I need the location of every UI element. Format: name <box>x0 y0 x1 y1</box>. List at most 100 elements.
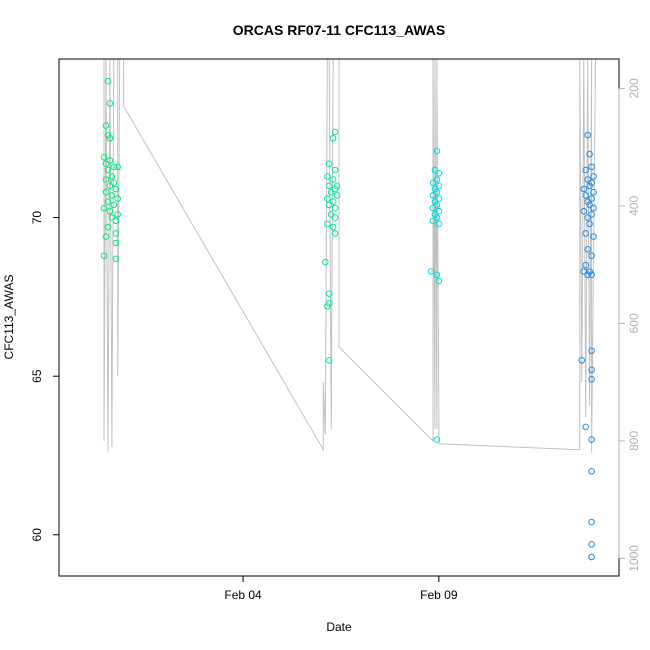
data-point-1-16 <box>331 214 339 221</box>
y2-tick-label-4: 1000 <box>627 545 641 572</box>
data-point-1-24 <box>325 357 333 364</box>
data-point-1-4 <box>324 173 331 180</box>
data-point-1-2 <box>325 160 333 167</box>
data-point-3-23 <box>582 261 590 269</box>
data-point-3-16 <box>588 211 595 218</box>
data-point-1-12 <box>329 198 337 205</box>
data-point-0-14 <box>106 182 114 190</box>
data-point-0-21 <box>100 204 108 212</box>
y-axis: 60 65 70 <box>30 211 59 542</box>
data-point-3-25 <box>580 268 588 275</box>
y-tick-label-2: 70 <box>30 211 44 225</box>
x-tick-label-1: Feb 09 <box>420 588 458 602</box>
data-point-0-6 <box>106 157 114 164</box>
data-point-2-0 <box>433 147 441 155</box>
data-point-1-8 <box>331 185 339 193</box>
data-point-3-31 <box>588 376 595 383</box>
data-point-2-19 <box>433 271 441 279</box>
data-point-0-27 <box>102 233 110 240</box>
data-point-2-11 <box>433 201 441 209</box>
data-point-2-2 <box>435 169 443 177</box>
data-point-1-13 <box>325 201 333 209</box>
data-point-2-21 <box>433 436 441 443</box>
data-point-0-30 <box>100 252 108 259</box>
data-point-3-10 <box>582 192 590 199</box>
data-point-1-3 <box>331 166 339 174</box>
data-point-1-11 <box>324 195 331 202</box>
data-point-2-12 <box>429 204 437 212</box>
data-point-1-0 <box>331 128 339 136</box>
data-point-2-1 <box>431 166 439 174</box>
data-point-0-2 <box>102 122 110 129</box>
data-point-3-14 <box>590 204 597 212</box>
data-point-1-10 <box>333 192 341 199</box>
data-point-1-19 <box>331 230 339 237</box>
data-point-2-8 <box>429 192 437 199</box>
data-point-0-17 <box>108 192 116 199</box>
data-point-0-4 <box>106 135 114 142</box>
data-point-3-26 <box>588 271 595 279</box>
data-point-3-33 <box>588 436 595 443</box>
data-point-3-34 <box>588 468 595 475</box>
data-point-0-9 <box>114 163 121 171</box>
data-point-1-20 <box>322 258 329 266</box>
y-tick-label-0: 60 <box>30 528 44 542</box>
data-point-1-21 <box>325 290 333 298</box>
data-point-0-5 <box>100 154 108 161</box>
data-point-2-17 <box>435 220 443 228</box>
data-point-2-9 <box>435 195 443 202</box>
data-point-2-4 <box>429 179 437 186</box>
data-point-2-15 <box>433 214 441 221</box>
data-point-3-4 <box>590 173 597 180</box>
data-point-3-37 <box>588 553 595 561</box>
data-point-0-7 <box>102 160 110 167</box>
y2-tick-label-1: 400 <box>627 196 641 216</box>
data-point-0-11 <box>108 173 116 180</box>
data-point-2-7 <box>433 188 441 196</box>
data-point-1-14 <box>331 204 339 212</box>
y2-tick-label-3: 800 <box>627 431 641 451</box>
y-tick-label-1: 65 <box>30 369 44 383</box>
data-point-0-1 <box>106 100 114 107</box>
data-point-3-13 <box>586 201 593 209</box>
data-point-3-0 <box>584 131 592 139</box>
data-point-1-15 <box>327 211 335 218</box>
data-point-0-15 <box>112 185 120 193</box>
data-point-2-16 <box>429 217 437 225</box>
data-point-1-9 <box>327 188 335 196</box>
data-point-3-27 <box>584 271 592 279</box>
data-point-0-20 <box>110 201 118 209</box>
data-point-2-18 <box>427 268 435 275</box>
data-point-3-18 <box>586 220 593 228</box>
data-point-0-19 <box>104 198 112 205</box>
data-point-1-23 <box>324 303 331 310</box>
data-point-3-36 <box>588 541 595 548</box>
data-point-3-7 <box>586 182 593 190</box>
data-point-0-25 <box>112 217 120 225</box>
data-point-2-5 <box>435 182 443 190</box>
data-point-1-22 <box>325 299 333 307</box>
data-points-layer <box>100 77 597 561</box>
x-axis: Feb 04 Feb 09 <box>224 576 458 602</box>
data-point-3-1 <box>586 150 593 158</box>
data-point-3-32 <box>582 423 590 431</box>
data-point-0-23 <box>114 211 121 218</box>
y2-tick-label-2: 600 <box>627 313 641 333</box>
data-point-0-18 <box>114 195 121 202</box>
data-point-0-0 <box>104 77 112 85</box>
data-point-0-22 <box>106 207 114 215</box>
data-point-3-22 <box>588 252 595 259</box>
chart-title: ORCAS RF07-11 CFC113_AWAS <box>233 22 445 38</box>
data-point-3-28 <box>588 347 595 355</box>
y-axis-label: CFC113_AWAS <box>2 275 16 360</box>
data-point-0-29 <box>112 239 120 247</box>
data-point-3-15 <box>580 207 588 215</box>
data-point-0-16 <box>102 188 110 196</box>
data-point-3-30 <box>588 366 595 374</box>
data-point-3-9 <box>590 188 597 196</box>
x-axis-label: Date <box>326 620 352 634</box>
data-point-3-3 <box>582 166 590 174</box>
data-point-1-7 <box>325 182 333 190</box>
